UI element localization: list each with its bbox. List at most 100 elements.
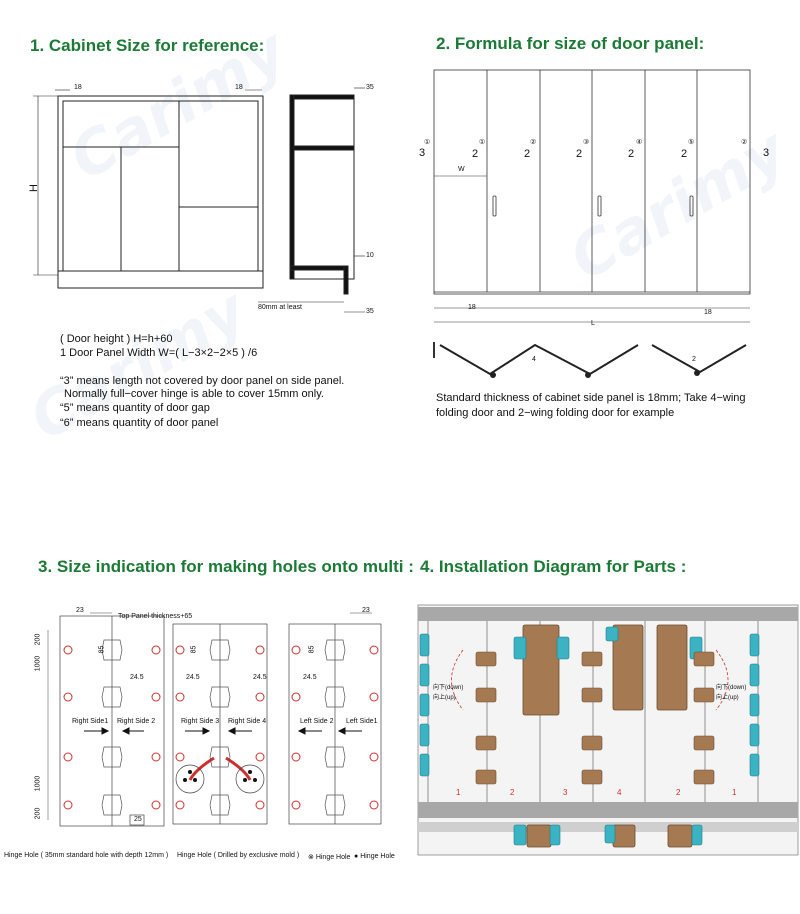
hinge-part [581,735,603,751]
legend-hinge-hole-a: ⊗ Hinge Hole [308,854,351,861]
hinge-hole-mark [151,800,161,810]
hinge-part [581,687,603,703]
section-title-installation: 4. Installation Diagram for Parts : [420,557,687,576]
circle-label-7: ② [741,139,748,146]
hinge-part [475,687,497,703]
side-plate [419,723,430,747]
hinge-part [475,651,497,667]
legend-mold-hole: Hinge Hole ( Drilled by exclusive mold ) [177,852,300,859]
fold-2: 2 [692,356,696,363]
dim-18-left: 18 [74,84,82,91]
dim-80mm: 80mm at least [258,304,302,311]
hinge-outline [101,794,123,816]
circle-label-6: ⑤ [688,139,695,146]
formula-width: 1 Door Panel Width W=( L−3×2−2×5 ) /6 [60,347,258,359]
length-label: L [591,320,595,327]
hinge-hole-mark [291,752,301,762]
panel-number-4: 4 [617,788,622,797]
hinge-outline [324,686,346,708]
circle-label-5: ④ [636,139,643,146]
top-panel-thickness: Top Panel thickness+65 [118,613,193,620]
dim-24-5-b: 24.5 [186,674,200,681]
dim-24-5-c: 24.5 [253,674,267,681]
hinge-outline [209,639,231,661]
dim-35-bottom: 35 [366,308,374,315]
hinge-part [693,651,715,667]
circle-label-2: ① [479,139,486,146]
hinge-hole-mark [63,800,73,810]
hinge-part [581,769,603,785]
hinge-part [693,735,715,751]
note-6: “6” means quantity of door panel [60,417,219,429]
side-right-1: Right Side1 [72,718,109,725]
panel-number-6: 1 [732,788,737,797]
panel-number-3: 3 [563,788,568,797]
side-left-1: Left Side1 [346,718,378,725]
circle-label-3: ② [530,139,537,146]
fold-4: 4 [532,356,536,363]
dim-23-left: 23 [76,607,84,614]
hinge-outline [209,746,231,768]
hinge-part [475,735,497,751]
gap-right: 3 [763,147,770,159]
side-plate [749,753,760,777]
dim-35-top: 35 [366,84,374,91]
panel-number-1: 1 [456,788,461,797]
dim-18-right: 18 [235,84,243,91]
hinge-part [475,769,497,785]
hinge-hole-mark [151,645,161,655]
dim-10: 10 [366,252,374,259]
hinge-hole-mark [369,645,379,655]
gap-4: 2 [628,148,635,160]
hinge-hole-mark [369,800,379,810]
hinge-outline [324,639,346,661]
hinge-hole-mark [175,645,185,655]
side-right-4: Right Side 4 [228,718,267,725]
hinge-outline [324,794,346,816]
gap-3: 2 [576,148,583,160]
label-down-left: 向下(down) [433,685,464,691]
hole-drawing [47,612,382,827]
legend-standard-hole: Hinge Hole ( 35mm standard hole with dep… [4,852,169,859]
hinge-outline [209,686,231,708]
hinge-hole-mark [63,692,73,702]
legend-hinge-hole-a-text: Hinge Hole [315,854,351,861]
hinge-part [581,651,603,667]
door-note-2: folding door and 2−wing folding door for… [436,407,675,419]
hinge-hole-mark [151,752,161,762]
side-plate [749,663,760,687]
note-hinge: Normally full−cover hinge is able to cov… [64,388,324,400]
side-left-2: Left Side 2 [300,718,334,725]
door-panel-drawing [433,69,751,378]
dim-24-5-d: 24.5 [303,674,317,681]
panel-number-2: 2 [510,788,515,797]
section-title-hole-size: 3. Size indication for making holes onto… [38,557,414,576]
section-title-door-formula: 2. Formula for size of door panel: [436,34,705,53]
dim-24-5-a: 24.5 [130,674,144,681]
hinge-part [693,769,715,785]
side-plate [419,693,430,717]
side-plate [419,633,430,657]
hinge-outline [209,794,231,816]
panel-number-5: 2 [676,788,681,797]
circle-label-4: ③ [583,139,590,146]
hinge-hole-mark [369,752,379,762]
hinge-hole-mark [175,692,185,702]
hinge-hole-mark [291,800,301,810]
hinge-outline [101,746,123,768]
side-right-3: Right Side 3 [181,718,220,725]
gap-2: 2 [524,148,531,160]
side-plate [419,753,430,777]
hinge-outline [101,639,123,661]
hinge-hole-mark [369,692,379,702]
dim-18-left-door: 18 [468,304,476,311]
hinge-hole-mark [291,645,301,655]
hinge-hole-mark [175,752,185,762]
cabinet-drawing [33,87,365,313]
dim-25: 25 [134,816,142,823]
label-up-left: 向上(up) [433,695,456,701]
hinge-hole-mark [151,692,161,702]
hinge-hole-mark [255,752,265,762]
width-label: W [458,166,465,173]
